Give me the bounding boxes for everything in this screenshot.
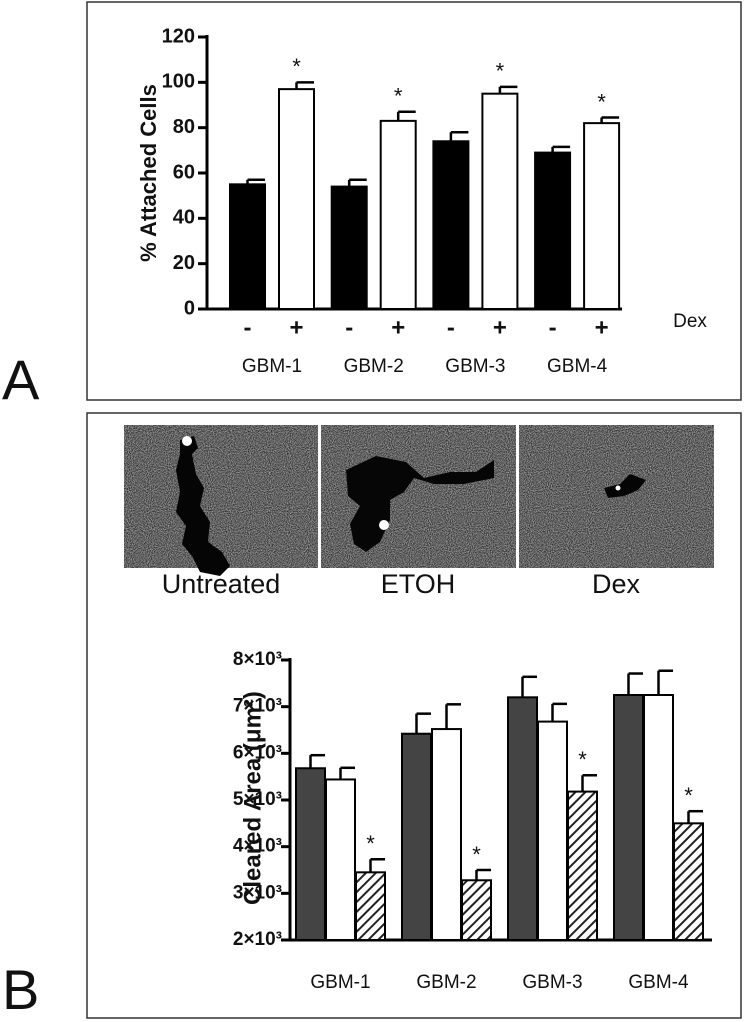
bar [537,720,568,941]
bar [461,879,492,941]
x-tick-label: GBM-1 [242,356,302,377]
bar [278,88,315,310]
x-tick-label: GBM-3 [522,972,582,993]
bar [643,694,674,941]
y-tick-label: 120 [162,25,195,47]
panel-label: A [2,348,40,411]
panel-frame [86,412,742,1019]
image-label: Untreated [162,569,281,599]
bar [229,183,266,310]
bar [401,732,432,941]
bar [534,151,572,310]
treatment-label: + [493,314,507,341]
treatment-label: + [595,314,609,341]
bar [295,767,326,941]
y-axis-label: Cleared Area (μm²) [239,691,266,905]
y-tick-label: 0 [184,297,195,319]
significance-marker: * [292,54,301,79]
x-tick-label: GBM-3 [445,356,505,377]
significance-marker: * [597,89,606,114]
bar [583,122,621,310]
x-tick-label: GBM-2 [416,972,476,993]
treatment-label: + [391,314,405,341]
y-tick-label: 8×10³ [233,649,282,670]
y-tick-label: 40 [173,207,195,229]
bar [325,778,356,942]
y-tick-label: 5×10³ [233,789,282,810]
significance-marker: * [394,84,403,109]
treatment-label: + [289,314,303,341]
y-tick-label: 100 [162,71,195,93]
bar [613,694,644,941]
treatment-label: - [345,314,353,341]
x-tick-label: GBM-4 [547,356,608,377]
bar [567,790,598,941]
treatment-label: - [447,314,455,341]
x-tick-label: GBM-1 [310,972,370,993]
treatment-label: - [244,314,252,341]
y-tick-label: 3×10³ [233,882,282,903]
bar [431,728,462,941]
y-tick-label: 60 [173,161,195,183]
y-tick-label: 6×10³ [233,742,282,763]
bar [379,119,417,310]
significance-marker: * [684,783,693,808]
bar [481,92,519,310]
significance-marker: * [578,747,587,772]
bar [507,696,538,941]
significance-marker: * [472,842,481,867]
bar [355,871,386,941]
y-tick-label: 2×10³ [233,929,282,950]
y-tick-label: 7×10³ [233,696,282,717]
x-tick-label: GBM-4 [628,972,689,993]
image-label: Dex [592,569,641,599]
x-axis-label: Dex [673,311,707,332]
y-tick-label: 4×10³ [233,836,282,857]
micrographs [124,425,714,576]
bar [432,140,470,310]
treatment-label: - [549,314,557,341]
image-label: ETOH [381,569,456,599]
panel-frame [86,1,742,401]
bar [330,185,368,311]
y-tick-label: 20 [173,252,195,274]
x-tick-label: GBM-2 [344,356,404,377]
y-axis-label: % Attached Cells [136,84,161,262]
significance-marker: * [366,831,375,856]
panel-label: B [2,958,39,1021]
bar [673,822,704,941]
significance-marker: * [496,59,505,84]
y-tick-label: 80 [173,116,195,138]
